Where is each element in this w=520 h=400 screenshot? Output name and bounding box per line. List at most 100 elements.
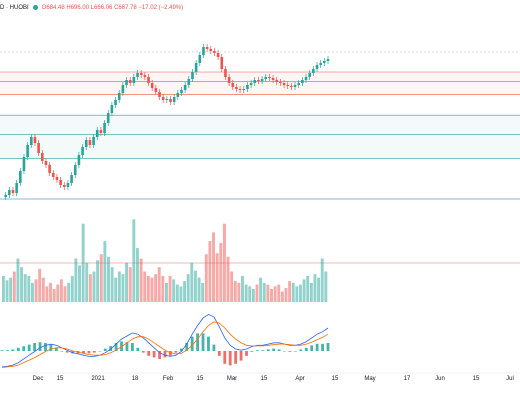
candle-body-18	[66, 183, 70, 187]
candle-body-78	[286, 85, 290, 86]
macd-hist-12	[65, 351, 69, 353]
volume-bar-13	[49, 282, 52, 302]
macd-pane	[0, 313, 330, 368]
volume-bar-81	[295, 286, 299, 302]
candle-body-72	[264, 77, 268, 79]
macd-hist-29	[158, 351, 161, 359]
candle-body-60	[220, 57, 224, 69]
candle-body-48	[176, 93, 180, 97]
candle-body-24	[88, 140, 92, 145]
volume-bar-11	[41, 277, 45, 302]
volume-bar-66	[241, 275, 244, 302]
macd-hist-15	[82, 351, 85, 354]
candle-body-40	[147, 77, 150, 83]
candle-body-87	[319, 63, 322, 65]
macd-hist-32	[174, 351, 178, 353]
volume-bar-7	[27, 275, 31, 302]
candle-body-43	[158, 92, 161, 97]
volume-bar-78	[284, 288, 288, 302]
x-tick-label-7: 15	[261, 376, 268, 382]
candle-body-73	[268, 77, 271, 78]
macd-hist-11	[60, 351, 64, 352]
candle-body-2	[8, 190, 11, 195]
candle-body-45	[165, 99, 169, 100]
volume-bar-32	[117, 271, 121, 302]
candle-body-28	[103, 123, 106, 133]
x-tick-label-6: Mar	[227, 376, 237, 382]
chart-header: D · HUOBI O684.48 H696.00 L666.06 C667.78…	[0, 2, 183, 14]
volume-bar-0	[2, 275, 5, 302]
candle-body-6	[22, 157, 26, 171]
candle-body-51	[187, 79, 191, 85]
volume-bar-4	[16, 258, 20, 302]
candle-body-25	[92, 137, 95, 145]
candle-body-63	[231, 83, 235, 87]
candle-body-71	[260, 79, 264, 81]
macd-hist-54	[294, 351, 297, 352]
volume-bar-75	[273, 286, 277, 302]
volume-bar-73	[266, 284, 270, 302]
candle-body-85	[312, 69, 315, 73]
candle-body-65	[238, 89, 242, 90]
volume-bar-85	[309, 282, 313, 302]
x-axis: Dec 15 2021 18 Feb 15 Mar 15 Apr 15 May 17 Jun 15 Jul	[0, 372, 520, 382]
volume-bar-18	[67, 282, 71, 302]
macd-hist-31	[169, 351, 172, 356]
volume-bar-57	[208, 241, 212, 302]
macd-hist-52	[283, 351, 286, 352]
x-tick-label-3: 18	[132, 376, 139, 382]
volume-bar-55	[201, 282, 205, 302]
x-tick-label-10: May	[364, 376, 375, 382]
volume-bar-89	[324, 271, 328, 302]
candle-body-79	[290, 86, 293, 87]
macd-hist-25	[136, 347, 140, 351]
volume-bar-54	[197, 277, 201, 302]
volume-bar-34	[125, 262, 129, 302]
macd-hist-3	[16, 347, 20, 351]
macd-hist-48	[261, 350, 265, 351]
candle-body-76	[279, 82, 282, 83]
macd-hist-41	[223, 351, 227, 364]
macd-hist-0	[0, 350, 4, 351]
volume-bar-14	[52, 288, 56, 302]
macd-hist-13	[71, 351, 75, 354]
volume-bar-67	[244, 284, 248, 302]
macd-hist-7	[38, 342, 42, 351]
macd-line	[1, 313, 329, 368]
candle-body-41	[150, 83, 154, 88]
volume-bar-60	[219, 242, 223, 302]
macd-hist-6	[33, 343, 36, 351]
volume-bar-16	[59, 279, 63, 302]
volume-bar-33	[121, 274, 125, 302]
x-tick-label-9: 15	[332, 376, 339, 382]
macd-hist-33	[179, 348, 183, 351]
volume-bar-39	[143, 271, 147, 302]
candle-body-34	[125, 80, 128, 85]
volume-bar-8	[30, 282, 34, 302]
volume-bar-26	[96, 260, 100, 302]
candle-body-77	[282, 83, 286, 85]
candle-body-38	[139, 73, 143, 75]
volume-bars	[2, 219, 328, 302]
volume-bar-56	[204, 254, 208, 302]
macd-hist-19	[103, 348, 107, 351]
macd-hist-58	[315, 343, 319, 351]
candle-body-8	[30, 137, 33, 145]
volume-bar-64	[233, 281, 237, 302]
x-tick-label-4: Feb	[163, 376, 174, 382]
macd-hist-56	[304, 347, 308, 351]
volume-bar-77	[280, 291, 284, 302]
macd-hist-21	[114, 343, 118, 351]
candle-body-64	[235, 87, 238, 89]
candle-body-15	[55, 177, 59, 180]
candle-body-16	[59, 180, 62, 185]
volume-bar-21	[78, 265, 81, 302]
candle-body-52	[191, 72, 194, 79]
volume-bar-3	[12, 271, 16, 302]
volume-bar-12	[45, 286, 49, 302]
macd-hist-28	[152, 351, 156, 358]
candle-body-36	[132, 77, 136, 83]
volume-bar-5	[20, 267, 24, 302]
macd-hist-50	[272, 348, 276, 351]
